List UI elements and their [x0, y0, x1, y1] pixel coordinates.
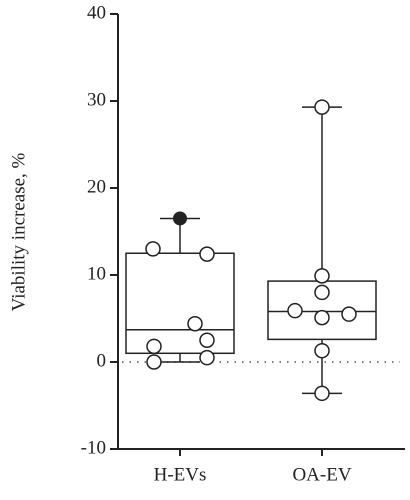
y-tick-label: -10 [81, 437, 106, 458]
x-tick-label: OA-EV [292, 464, 351, 485]
y-tick-label: 40 [87, 2, 106, 23]
data-point [146, 338, 162, 355]
outlier-point [173, 211, 187, 226]
data-point [199, 332, 215, 348]
data-point [199, 246, 215, 262]
data-point [146, 354, 162, 370]
data-point [199, 349, 215, 366]
y-axis-label: Viability increase, % [8, 152, 29, 311]
data-point [314, 309, 330, 326]
data-point [314, 284, 330, 301]
y-tick-label: 10 [87, 263, 106, 284]
data-point [314, 268, 330, 284]
data-point [287, 302, 303, 319]
y-tick-label: 0 [97, 350, 107, 371]
data-point [314, 385, 330, 402]
box [125, 252, 235, 355]
data-point [187, 315, 203, 332]
data-point [341, 306, 357, 322]
y-tick-label: 30 [87, 89, 106, 110]
data-point [314, 99, 330, 115]
data-point [314, 342, 330, 359]
x-tick-label: H-EVs [154, 464, 207, 485]
y-tick-label: 20 [87, 176, 106, 197]
data-point [145, 241, 161, 257]
